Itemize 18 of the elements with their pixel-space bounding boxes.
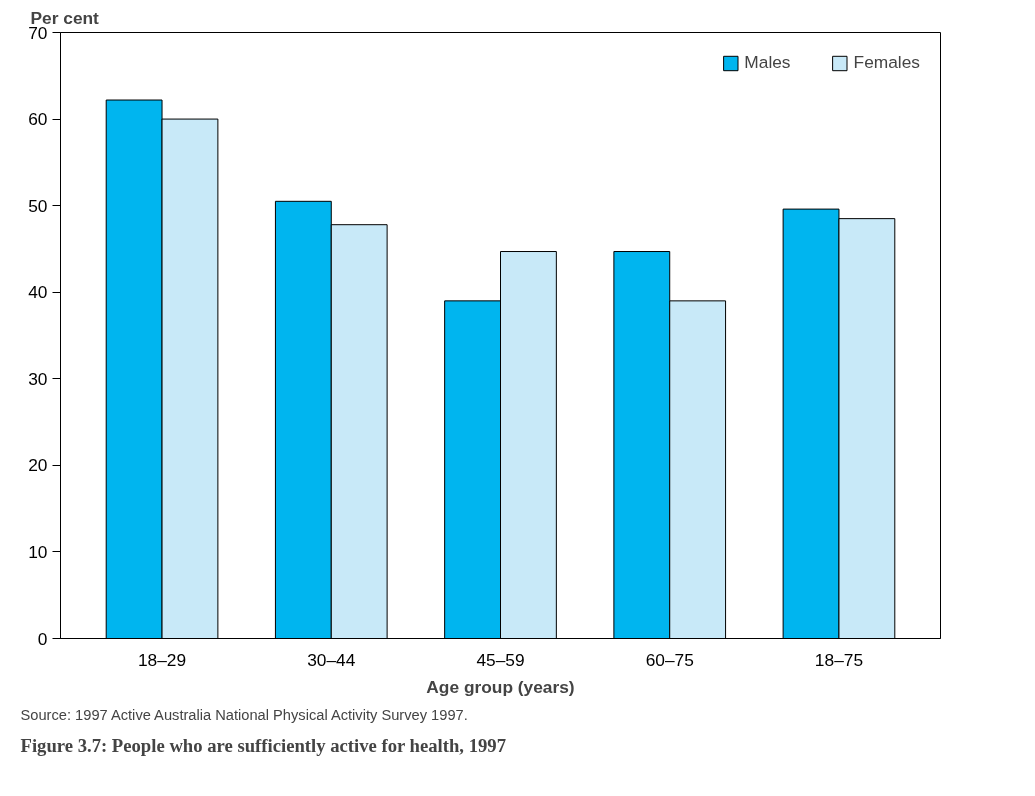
x-tick-label: 18–75	[814, 649, 864, 670]
y-tick-label: 10	[28, 541, 48, 562]
legend-label: Males	[744, 52, 791, 73]
y-tick-label: 0	[37, 628, 48, 649]
x-tick-label: 18–29	[137, 649, 187, 670]
y-tick-label: 30	[28, 368, 48, 389]
y-tick-label: 20	[28, 455, 48, 476]
y-tick-label: 60	[28, 109, 48, 130]
y-tick-label: 50	[28, 195, 48, 216]
text: Figure 3.7: People who are sufficiently active for health, 1997	[20, 734, 507, 756]
y-axis-title: Per cent	[30, 7, 100, 28]
y-tick-label: 40	[28, 282, 48, 303]
x-tick-label: 45–59	[476, 649, 525, 670]
x-tick-label: 60–75	[645, 649, 694, 670]
x-axis-title: Age group (years)	[426, 676, 575, 697]
legend-label: Females	[853, 52, 920, 73]
x-tick-label: 30–44	[307, 649, 356, 670]
source-note: Source: 1997 Active Australia National Physical Activity Survey 1997.	[20, 706, 468, 723]
